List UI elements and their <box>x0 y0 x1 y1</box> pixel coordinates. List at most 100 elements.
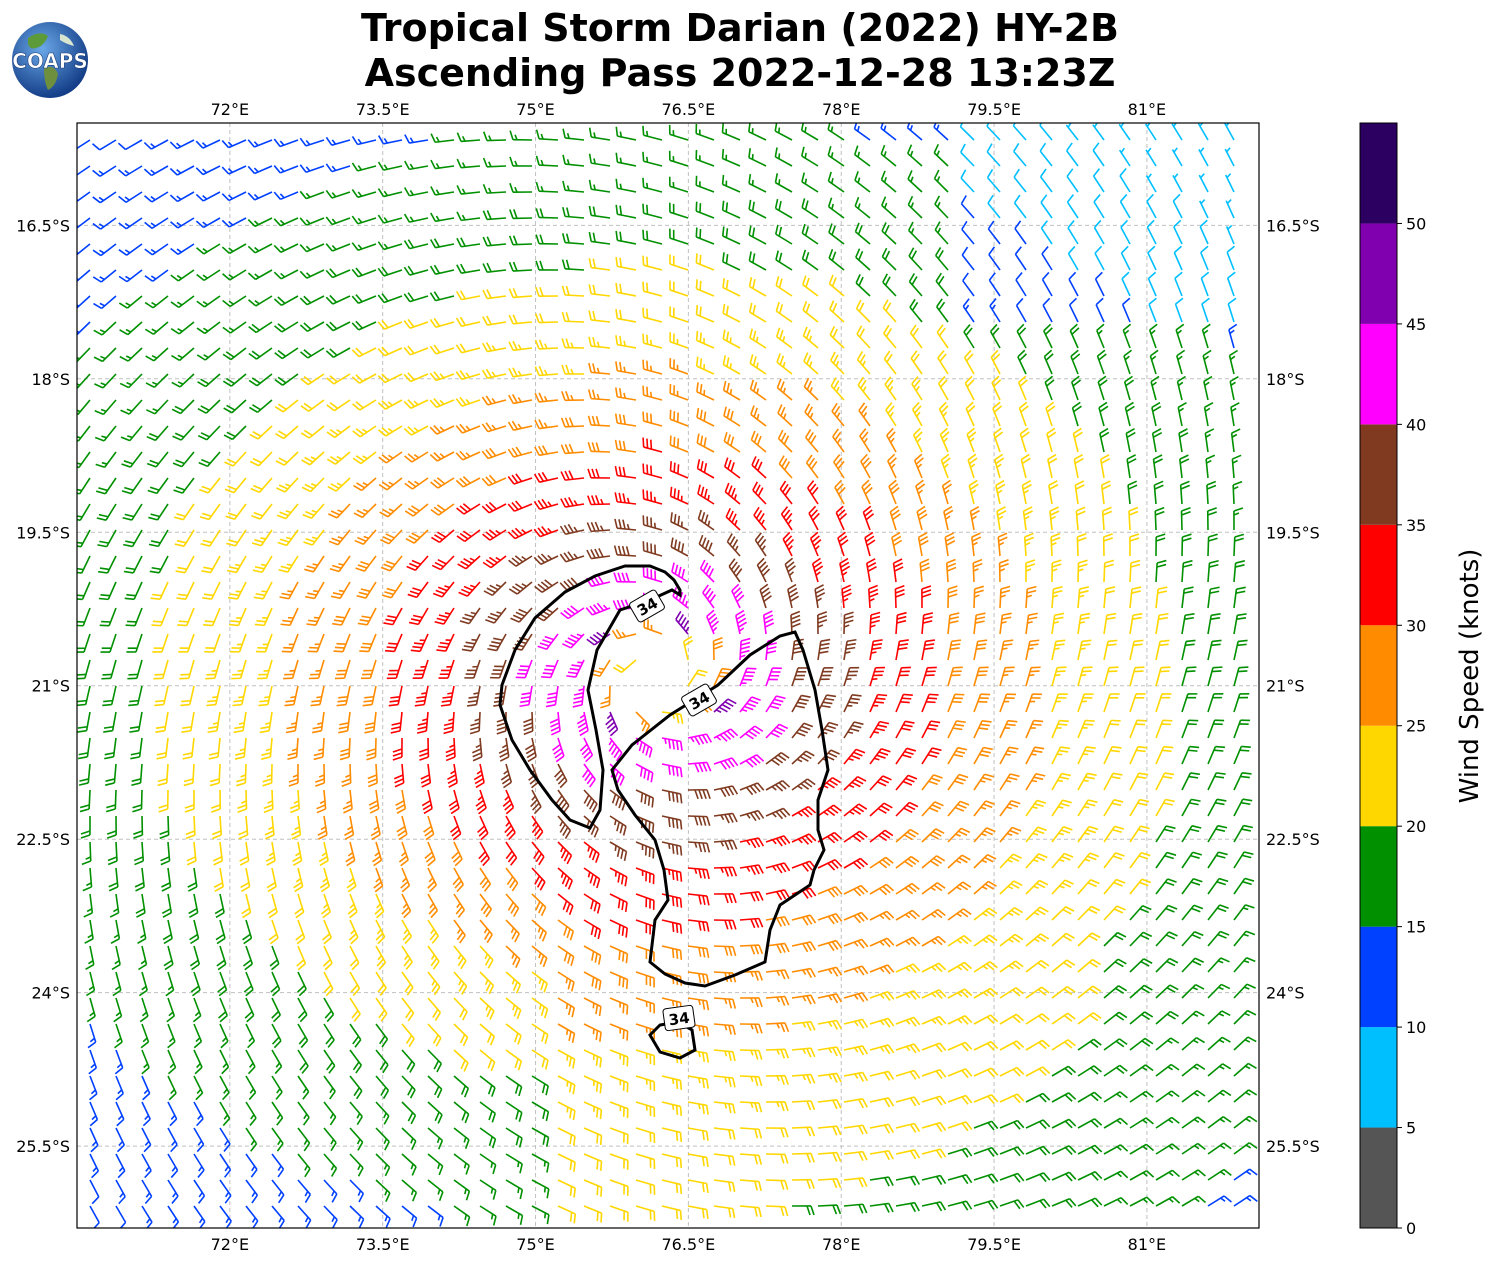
wind-barb <box>479 893 493 918</box>
wind-barb <box>1093 194 1105 219</box>
wind-barb <box>1204 428 1215 453</box>
wind-barb <box>754 532 767 557</box>
wind-barb <box>583 867 601 889</box>
wind-barb <box>221 217 247 228</box>
wind-barb <box>89 1205 100 1228</box>
wind-barb <box>196 347 221 361</box>
wind-barb <box>541 659 559 679</box>
wind-barb <box>613 659 637 674</box>
wind-barb <box>271 1205 285 1228</box>
wind-barb <box>250 477 273 494</box>
wind-barb <box>242 945 254 971</box>
wind-barb <box>224 451 247 467</box>
wind-barb <box>118 165 143 177</box>
wind-barb <box>1155 612 1169 635</box>
wind-barb <box>802 326 819 349</box>
wind-barb <box>1129 1090 1154 1103</box>
wind-barb <box>739 997 763 1008</box>
wind-barb <box>775 327 793 349</box>
wind-barb <box>297 1127 311 1152</box>
wind-barb <box>170 217 195 229</box>
wind-barb <box>1233 1062 1257 1077</box>
wind-barb <box>130 737 143 760</box>
wind-barb <box>687 1179 709 1194</box>
wind-barb <box>374 893 385 919</box>
wind-barb <box>1025 719 1044 739</box>
wind-barb <box>615 152 637 167</box>
wind-barb <box>1181 586 1194 609</box>
wind-barb <box>1181 1063 1206 1077</box>
wind-barb <box>137 919 147 945</box>
wind-barb <box>609 1127 629 1145</box>
wind-barb <box>990 349 1001 375</box>
wind-barb <box>1077 693 1094 713</box>
wind-barb <box>377 266 403 277</box>
wind-barb <box>886 427 897 453</box>
wind-barb <box>1040 194 1053 219</box>
wind-barb <box>587 415 611 427</box>
wind-barb <box>134 867 145 892</box>
wind-barb <box>1041 246 1053 271</box>
wind-barb <box>1077 772 1097 791</box>
wind-barb <box>588 179 611 193</box>
wind-barb <box>973 961 998 973</box>
wind-barb <box>154 685 169 707</box>
wind-barb <box>144 191 169 203</box>
wind-barb <box>561 285 585 297</box>
wind-barb <box>1181 639 1196 661</box>
wind-barb <box>947 800 970 817</box>
wind-barb <box>535 234 559 245</box>
wind-barb <box>156 737 169 760</box>
wind-barb <box>739 944 764 955</box>
wind-barb <box>1145 147 1157 167</box>
wind-barb <box>895 936 921 947</box>
wind-barb <box>125 607 143 627</box>
wind-barb <box>947 1174 973 1185</box>
wind-barb <box>338 711 351 734</box>
wind-barb <box>1103 693 1120 713</box>
wind-barb <box>456 529 481 543</box>
wind-barb <box>505 1179 524 1200</box>
wind-barb <box>1144 123 1157 141</box>
wind-barb <box>1025 799 1047 817</box>
wind-barb <box>326 399 351 412</box>
wind-barb <box>162 919 173 945</box>
wind-barb <box>791 1073 816 1084</box>
wind-barb <box>583 1179 603 1197</box>
wind-barb <box>213 867 224 892</box>
wind-barb <box>831 402 845 427</box>
wind-barb <box>857 376 871 401</box>
wind-barb <box>196 269 221 282</box>
wind-34kt-contours: 34 34 34 <box>498 564 830 1060</box>
wind-barb <box>273 243 299 253</box>
wind-barb <box>145 347 169 362</box>
wind-barb <box>814 584 826 609</box>
wind-barb <box>1067 245 1079 271</box>
wind-barb <box>1017 375 1028 401</box>
wind-barb <box>1025 1039 1051 1051</box>
wind-barb <box>490 659 507 679</box>
wind-barb <box>135 893 146 918</box>
wind-barb <box>695 279 715 297</box>
wind-barb <box>1155 1010 1179 1025</box>
colorbar-segment <box>1360 223 1397 324</box>
wind-barb <box>306 607 325 626</box>
colorbar-tick-label: 20 <box>1406 817 1426 836</box>
wind-barb <box>880 170 897 193</box>
wind-barb <box>911 376 923 401</box>
wind-barb <box>347 893 358 919</box>
wind-barb <box>1051 1145 1077 1155</box>
wind-barb <box>195 191 221 202</box>
wind-barb <box>739 637 751 661</box>
wind-barb <box>687 1205 709 1220</box>
wind-barb <box>907 195 923 219</box>
wind-barb <box>1077 586 1090 609</box>
wind-barb <box>482 157 507 168</box>
wind-barb <box>455 343 481 354</box>
wind-barb <box>801 223 819 245</box>
wind-barb <box>199 477 221 494</box>
wind-barb <box>765 1101 789 1112</box>
wind-barb <box>85 971 96 997</box>
wind-barb <box>226 555 247 574</box>
wind-barb <box>77 685 91 707</box>
